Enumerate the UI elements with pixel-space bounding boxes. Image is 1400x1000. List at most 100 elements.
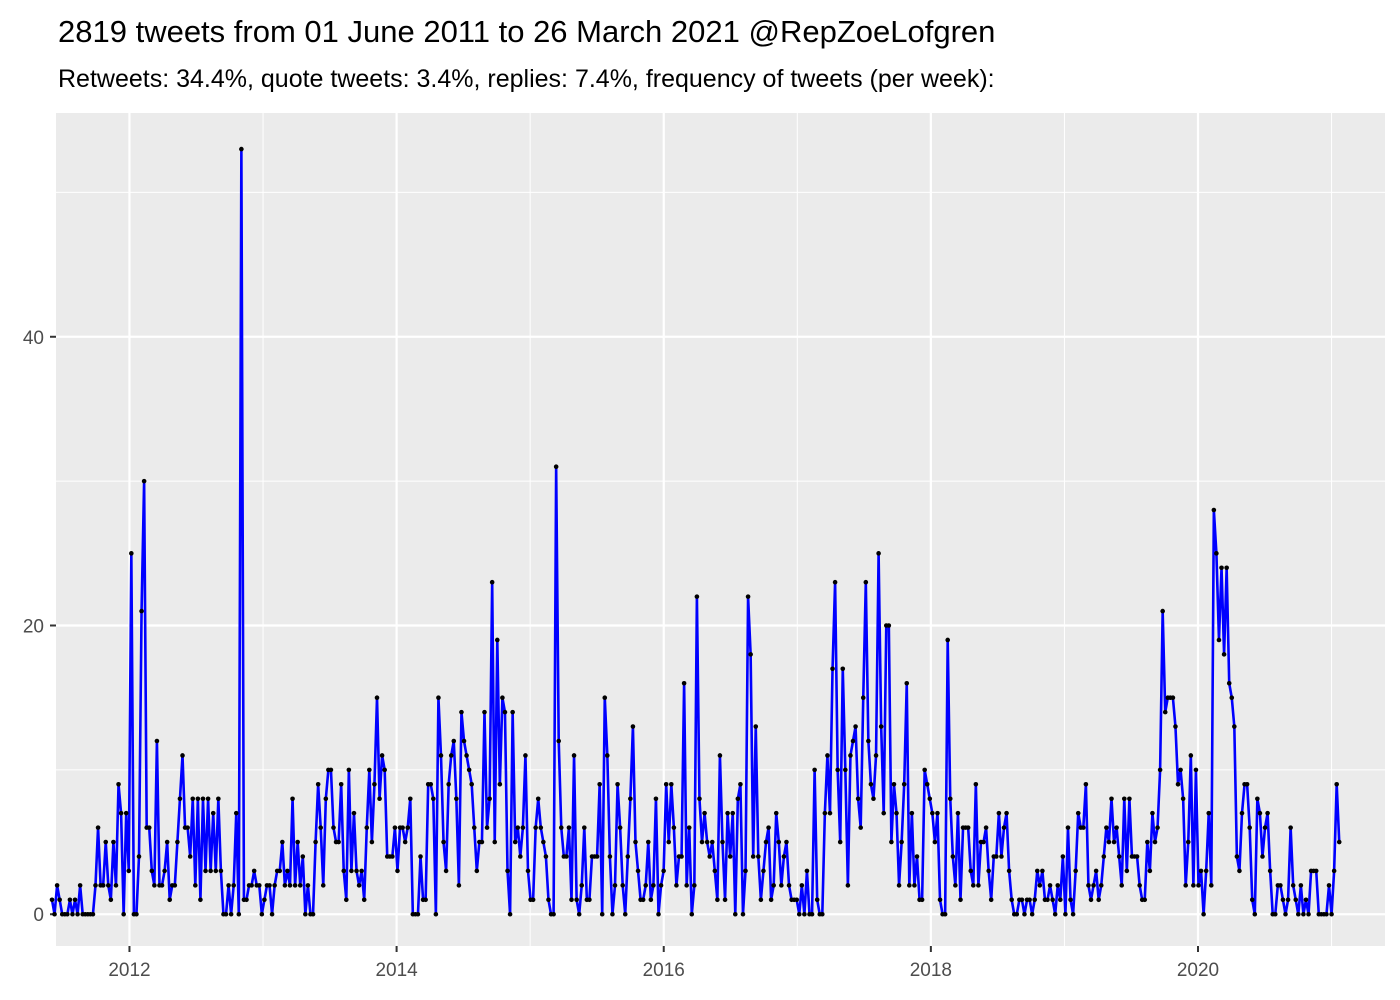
data-point (249, 883, 254, 888)
data-point (556, 738, 562, 744)
data-point (167, 897, 173, 903)
data-point (878, 724, 884, 729)
data-point (349, 868, 354, 874)
data-point (873, 753, 879, 758)
data-point (1001, 825, 1007, 830)
data-point (692, 883, 697, 888)
data-point (149, 868, 155, 874)
data-point (761, 868, 766, 874)
data-point (57, 897, 62, 903)
data-point (223, 911, 229, 917)
data-point (551, 911, 556, 917)
data-point (451, 738, 457, 744)
data-point (1009, 897, 1014, 903)
data-point (1104, 825, 1109, 830)
data-point (336, 839, 341, 845)
data-point (205, 796, 211, 802)
data-point (164, 839, 170, 845)
data-point (901, 782, 907, 787)
data-point (1252, 911, 1258, 917)
x-tick-label: 2014 (375, 960, 418, 981)
data-point (1152, 839, 1158, 845)
data-point (338, 782, 344, 787)
data-point (582, 825, 587, 830)
data-point (976, 883, 981, 888)
data-point (116, 782, 121, 787)
data-point (835, 767, 840, 773)
data-point (418, 854, 423, 859)
data-point (832, 579, 838, 585)
data-point (369, 839, 375, 845)
data-point (827, 810, 833, 816)
data-point (1260, 854, 1265, 859)
data-point (594, 854, 600, 859)
data-point (100, 883, 106, 888)
data-point (129, 551, 134, 556)
data-point (955, 810, 961, 816)
data-point (512, 839, 518, 845)
data-point (753, 724, 759, 729)
data-point (812, 767, 817, 773)
data-point (292, 883, 298, 888)
data-point (374, 695, 380, 700)
data-point (500, 695, 505, 700)
data-point (1006, 868, 1012, 874)
data-point (203, 868, 208, 874)
data-point (272, 883, 277, 888)
data-point (1127, 796, 1132, 802)
x-tick-label: 2018 (910, 960, 952, 981)
data-point (1065, 825, 1071, 830)
data-point (1193, 767, 1199, 773)
data-point (750, 854, 756, 859)
data-point (431, 796, 436, 802)
data-point (922, 767, 927, 773)
data-point (525, 868, 531, 874)
data-point (305, 883, 311, 888)
data-point (123, 810, 129, 816)
data-point (1244, 782, 1250, 787)
data-point (894, 810, 899, 816)
data-point (771, 883, 776, 888)
data-point (1257, 810, 1263, 816)
data-point (709, 839, 715, 845)
data-point (707, 854, 712, 859)
data-point (208, 868, 213, 874)
data-point (981, 839, 986, 845)
data-point (1040, 868, 1045, 874)
data-point (538, 825, 544, 830)
data-point (244, 897, 249, 903)
data-point (1267, 868, 1273, 874)
data-point (576, 911, 582, 917)
data-point (784, 839, 789, 845)
data-point (1060, 854, 1066, 859)
data-point (236, 911, 242, 917)
data-point (1285, 897, 1291, 903)
data-point (945, 637, 950, 643)
data-point (722, 897, 728, 903)
data-point (970, 883, 976, 888)
data-point (1306, 911, 1311, 917)
data-point (379, 753, 385, 758)
data-point (1162, 709, 1168, 715)
data-point (226, 883, 231, 888)
data-point (364, 825, 370, 830)
data-point (863, 579, 869, 585)
data-point (756, 854, 761, 859)
data-point (830, 666, 835, 672)
data-point (1234, 854, 1240, 859)
data-point (185, 825, 190, 830)
data-point (553, 464, 559, 470)
data-point (1173, 724, 1178, 729)
data-point (965, 825, 971, 830)
data-point (1296, 911, 1301, 917)
data-point (1247, 825, 1252, 830)
data-point (320, 883, 326, 888)
series-line (50, 147, 1341, 916)
data-point (748, 652, 753, 657)
data-point (983, 825, 989, 830)
data-point (1288, 825, 1293, 830)
data-point (154, 738, 160, 744)
data-point (262, 897, 267, 903)
data-point (341, 868, 347, 874)
data-point (907, 883, 912, 888)
